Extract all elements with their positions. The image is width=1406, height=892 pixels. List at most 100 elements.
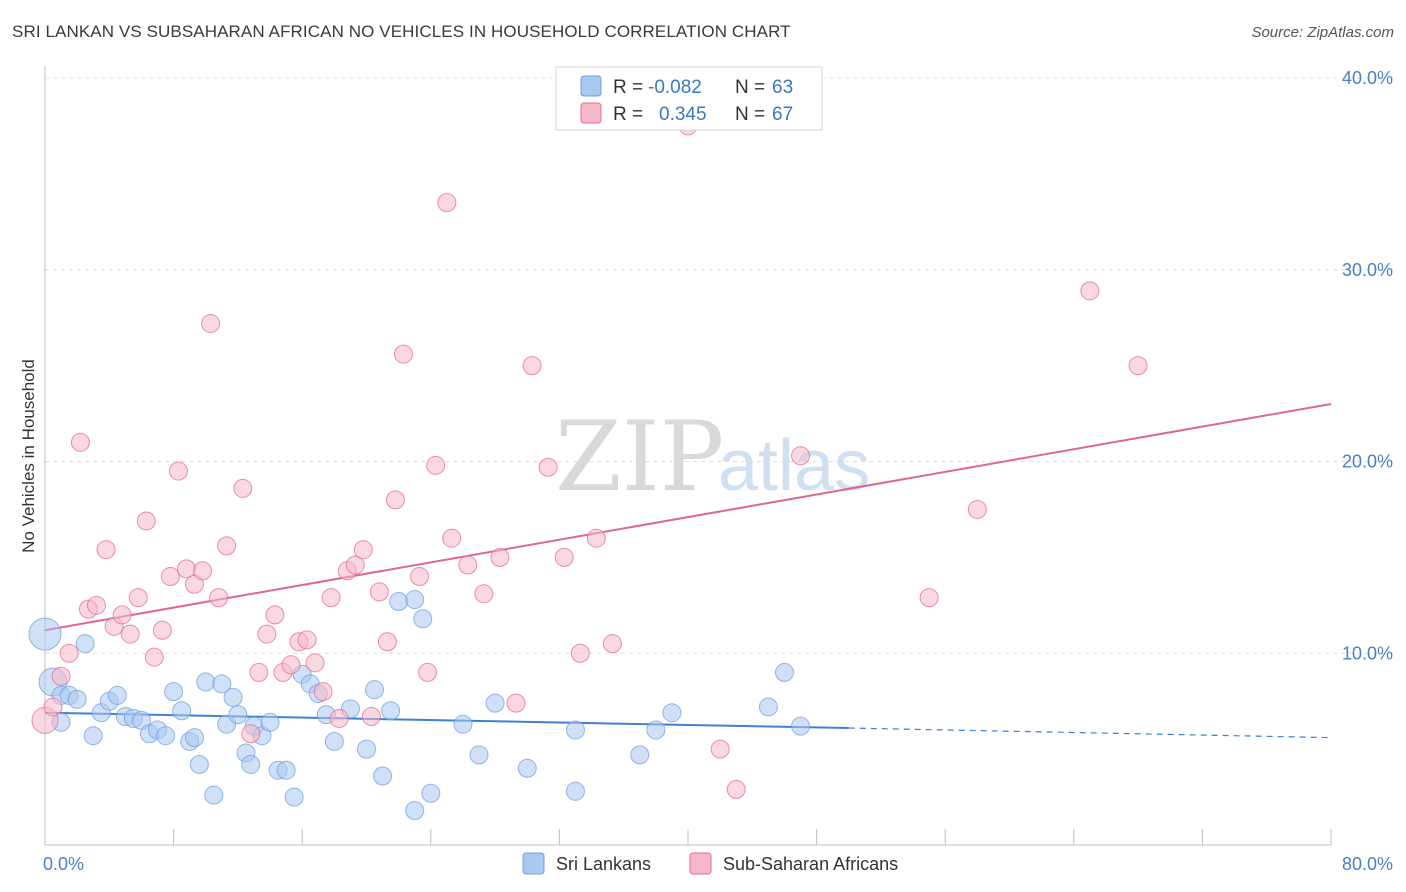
legend-n-value-sri-lankans: 63 bbox=[772, 77, 793, 98]
bottom-legend-label-sub-saharan: Sub-Saharan Africans bbox=[723, 854, 898, 874]
sub-saharan-point bbox=[919, 588, 939, 608]
sub-saharan-point bbox=[393, 344, 413, 364]
sub-saharan-point bbox=[51, 666, 71, 686]
axes bbox=[44, 66, 1332, 846]
sub-saharan-point bbox=[201, 313, 221, 333]
sri-lankan-point bbox=[453, 714, 473, 734]
sri-lankan-point bbox=[357, 739, 376, 759]
sub-saharan-point bbox=[265, 605, 285, 625]
bottom-legend-label-sri-lankans: Sri Lankans bbox=[556, 854, 651, 874]
legend-n-value-sub-saharan: 67 bbox=[772, 104, 793, 125]
sri-lankan-point bbox=[67, 689, 87, 709]
sub-saharan-point bbox=[554, 547, 574, 567]
sub-saharan-point bbox=[313, 682, 333, 702]
x-tick-label-max: 80.0% bbox=[1342, 854, 1393, 874]
sub-saharan-point bbox=[128, 588, 148, 608]
trend-line-sri-lankans-extension bbox=[848, 727, 1332, 739]
sri-lankan-point bbox=[381, 701, 401, 721]
sri-lankan-point bbox=[196, 672, 216, 692]
bottom-legend-swatch-sub-saharan bbox=[689, 852, 712, 875]
sub-saharan-point bbox=[249, 662, 269, 682]
sub-saharan-point bbox=[570, 643, 590, 663]
sub-saharan-point bbox=[86, 595, 106, 615]
sri-lankan-point bbox=[75, 634, 95, 654]
sri-lankan-point bbox=[646, 720, 666, 740]
sri-lankan-point bbox=[156, 726, 176, 746]
sub-saharan-point bbox=[160, 567, 180, 587]
sub-saharan-point bbox=[474, 584, 494, 604]
sub-saharan-point bbox=[120, 624, 140, 644]
sub-saharan-point bbox=[602, 634, 622, 654]
sri-lankan-point bbox=[421, 783, 441, 803]
sri-lankan-point bbox=[565, 781, 585, 801]
sub-saharan-point bbox=[490, 547, 510, 567]
sub-saharan-point bbox=[241, 724, 261, 744]
sub-saharan-point bbox=[458, 555, 478, 575]
sub-saharan-point bbox=[329, 708, 349, 728]
sub-saharan-point bbox=[152, 620, 172, 640]
sub-saharan-point bbox=[442, 528, 462, 548]
sri-lankan-point bbox=[204, 785, 224, 805]
sri-lankan-point bbox=[223, 687, 243, 707]
data-points bbox=[28, 116, 1148, 820]
sri-lankan-point bbox=[758, 697, 778, 717]
sub-saharan-point bbox=[209, 588, 229, 608]
sri-lankan-point bbox=[212, 674, 232, 694]
chart-title: SRI LANKAN VS SUBSAHARAN AFRICAN NO VEHI… bbox=[12, 22, 791, 41]
sri-lankan-point bbox=[28, 617, 62, 651]
sub-saharan-point bbox=[418, 662, 438, 682]
sub-saharan-point bbox=[353, 540, 373, 560]
watermark-zip: ZIP bbox=[555, 401, 724, 513]
sri-lankan-point bbox=[630, 745, 650, 765]
legend-n-label: N = bbox=[735, 77, 765, 98]
sub-saharan-point bbox=[96, 540, 116, 560]
sri-lankan-point bbox=[774, 662, 794, 682]
sub-saharan-point bbox=[321, 588, 341, 608]
legend-r-label: R = bbox=[613, 104, 643, 125]
sri-lankan-point bbox=[365, 680, 385, 700]
x-tick-labels: 0.0% 80.0% bbox=[43, 854, 1393, 874]
sub-saharan-point bbox=[410, 567, 430, 587]
y-tick-label-2: 30.0% bbox=[1342, 260, 1393, 280]
chart-source: Source: ZipAtlas.com bbox=[1251, 24, 1394, 41]
x-tick-label-min: 0.0% bbox=[43, 854, 84, 874]
sub-saharan-point bbox=[193, 561, 213, 581]
sub-saharan-point bbox=[297, 630, 317, 650]
sub-saharan-point bbox=[144, 647, 164, 667]
sri-lankan-point bbox=[164, 682, 184, 702]
sri-lankan-point bbox=[791, 716, 811, 736]
sub-saharan-point bbox=[217, 536, 237, 556]
sri-lankan-point bbox=[260, 712, 280, 732]
top-legend: R = -0.082 N = 63 R = 0.345 N = 67 bbox=[555, 66, 823, 131]
y-tick-label-3: 40.0% bbox=[1342, 68, 1393, 88]
sub-saharan-point bbox=[70, 432, 90, 452]
sri-lankan-point bbox=[662, 703, 682, 723]
y-tick-label-1: 20.0% bbox=[1342, 452, 1393, 472]
y-tick-labels: 10.0% 20.0% 30.0% 40.0% bbox=[1342, 68, 1393, 663]
sub-saharan-point bbox=[377, 632, 397, 652]
sub-saharan-point bbox=[1128, 356, 1148, 376]
sub-saharan-point bbox=[385, 490, 405, 510]
sub-saharan-point bbox=[586, 528, 606, 548]
sub-saharan-point bbox=[168, 461, 188, 481]
sub-saharan-point bbox=[112, 605, 132, 625]
sri-lankan-point bbox=[373, 766, 393, 786]
sub-saharan-point bbox=[361, 707, 381, 727]
sub-saharan-point bbox=[522, 356, 542, 376]
legend-swatch-sub-saharan bbox=[580, 102, 602, 124]
sri-lankan-point bbox=[184, 728, 204, 748]
sub-saharan-point bbox=[233, 478, 253, 498]
bottom-legend: Sri Lankans Sub-Saharan Africans bbox=[522, 852, 898, 875]
sri-lankan-point bbox=[241, 754, 261, 774]
sub-saharan-point bbox=[506, 693, 526, 713]
legend-n-label: N = bbox=[735, 104, 765, 125]
sub-saharan-point bbox=[136, 511, 156, 531]
sri-lankan-point bbox=[324, 731, 344, 751]
watermark-atlas: atlas bbox=[718, 426, 870, 506]
sri-lankan-point bbox=[413, 609, 433, 629]
y-axis-title: No Vehicles in Household bbox=[19, 359, 38, 553]
y-tick-label-0: 10.0% bbox=[1342, 643, 1393, 663]
sri-lankan-point bbox=[189, 754, 209, 774]
sri-lankan-point bbox=[276, 760, 296, 780]
